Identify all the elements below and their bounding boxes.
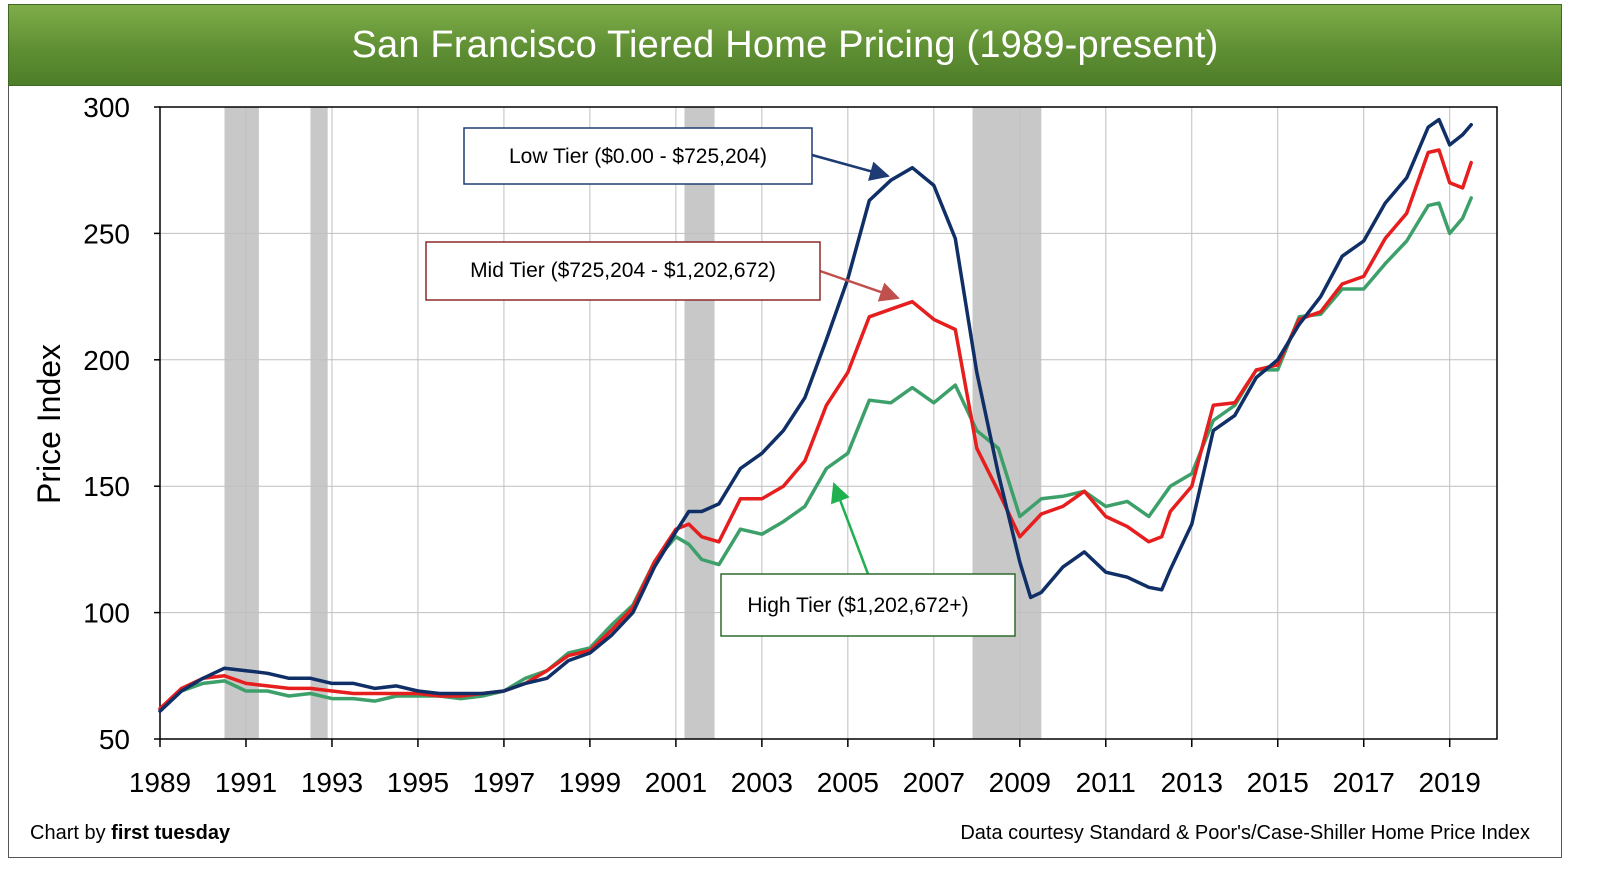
x-tick-label: 1999 bbox=[559, 767, 621, 798]
credit-prefix: Chart by bbox=[30, 822, 112, 844]
low-tier-arrow bbox=[811, 153, 890, 181]
low-tier-line bbox=[158, 117, 1473, 713]
y-tick-label: 300 bbox=[83, 92, 130, 123]
x-tick-label: 2001 bbox=[645, 767, 707, 798]
y-tick-label: 250 bbox=[83, 218, 130, 249]
y-tick-label: 100 bbox=[83, 598, 130, 629]
mid-tier-callout-box bbox=[425, 241, 821, 301]
x-tick-label: 2017 bbox=[1333, 767, 1395, 798]
grid-lines bbox=[159, 106, 1497, 740]
mid-tier-callout-label: Mid Tier ($725,204 - $1,202,672) bbox=[470, 259, 776, 282]
x-tick-label: 2019 bbox=[1419, 767, 1481, 798]
y-axis-ticks: 50 100 150 200 250 300 bbox=[83, 92, 160, 755]
chart-credit: Chart by first tuesday bbox=[30, 822, 230, 845]
title-bar: San Francisco Tiered Home Pricing (1989-… bbox=[8, 4, 1562, 86]
chart-title: San Francisco Tiered Home Pricing (1989-… bbox=[351, 23, 1219, 66]
x-tick-label: 1993 bbox=[301, 767, 363, 798]
x-tick-label: 2003 bbox=[731, 767, 793, 798]
x-tick-label: 2011 bbox=[1076, 767, 1136, 798]
high-tier-callout-box bbox=[720, 573, 1016, 637]
x-tick-label: 2015 bbox=[1247, 767, 1309, 798]
x-axis-ticks: 1989 1991 1993 1995 1997 1999 2001 2003 2005 2007… bbox=[129, 739, 1481, 798]
x-tick-label: 1995 bbox=[387, 767, 449, 798]
y-tick-label: 200 bbox=[83, 345, 130, 376]
x-tick-label: 1997 bbox=[473, 767, 535, 798]
low-tier-callout-label: Low Tier ($0.00 - $725,204) bbox=[509, 145, 767, 168]
recession-band-1 bbox=[310, 107, 328, 739]
credit-name: first tuesday bbox=[111, 822, 231, 844]
y-axis-title: Price Index bbox=[31, 344, 67, 504]
high-tier-callout-label: High Tier ($1,202,672+) bbox=[747, 594, 968, 617]
recession-band-0 bbox=[224, 107, 259, 739]
high-tier-arrow bbox=[831, 482, 870, 575]
x-tick-label: 2009 bbox=[989, 767, 1051, 798]
mid-tier-arrow bbox=[819, 269, 900, 302]
recession-bands bbox=[224, 107, 1042, 739]
recession-band-3 bbox=[972, 107, 1042, 739]
x-tick-label: 2005 bbox=[817, 767, 879, 798]
data-source: Data courtesy Standard & Poor's/Case-Shi… bbox=[960, 822, 1530, 844]
mid-tier-line bbox=[158, 148, 1473, 711]
recession-band-2 bbox=[684, 107, 715, 739]
plot-area bbox=[159, 106, 1498, 740]
y-tick-label: 50 bbox=[99, 724, 130, 755]
y-tick-label: 150 bbox=[83, 471, 130, 502]
x-tick-label: 1989 bbox=[129, 767, 191, 798]
x-tick-label: 1991 bbox=[215, 767, 277, 798]
x-tick-label: 2013 bbox=[1161, 767, 1223, 798]
low-tier-callout-box bbox=[463, 127, 813, 185]
series-lines bbox=[158, 117, 1473, 713]
x-tick-label: 2007 bbox=[903, 767, 965, 798]
